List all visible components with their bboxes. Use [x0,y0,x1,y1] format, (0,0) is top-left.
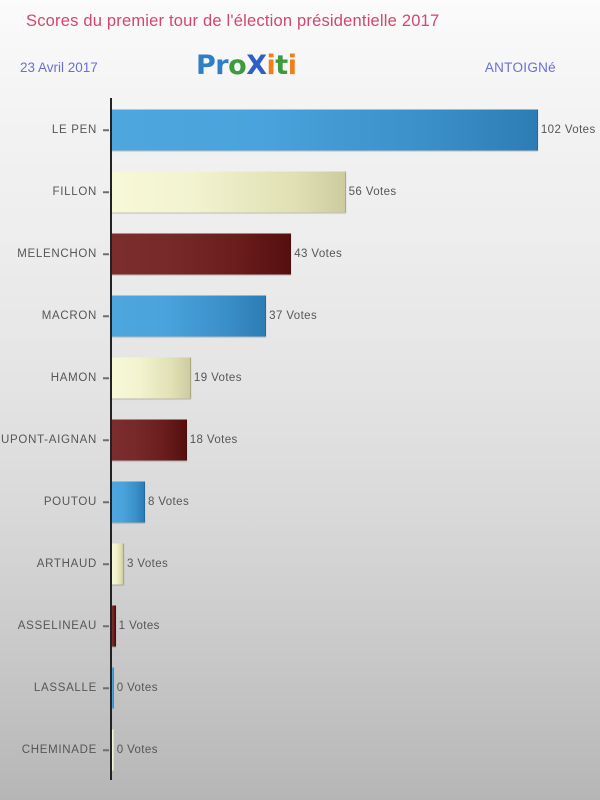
bar[interactable] [111,171,346,213]
axis-tick [103,563,109,565]
bar-fill [111,357,191,399]
category-label: MELENCHON [17,248,97,260]
logo-letter-3: X [246,50,267,81]
axis-tick [103,625,109,627]
bar-row: MACRON 37 Votes [0,285,600,347]
category-label: ASSELINEAU [17,620,97,632]
category-label: HAMON [50,372,97,384]
bar-row: LE PEN 102 Votes [0,99,600,161]
bar[interactable] [111,481,145,523]
bar-row: ARTHAUD 3 Votes [0,533,600,595]
logo-letter-2: o [228,50,247,81]
bar[interactable] [111,233,292,275]
bar[interactable] [111,543,125,585]
bar-row: DUPONT-AIGNAN 18 Votes [0,409,600,471]
category-label: MACRON [41,310,97,322]
axis-tick [103,253,109,255]
value-label: 0 Votes [116,682,158,694]
bar-fill [111,729,114,771]
bar-row: CHEMINADE 0 Votes [0,719,600,781]
bar-row: LASSALLE 0 Votes [0,657,600,719]
bar[interactable] [111,419,187,461]
logo-letter-1: r [215,50,229,81]
proxiti-logo[interactable]: ProXiti [196,50,297,81]
bar-fill [111,543,125,585]
logo-letter-4: i [266,50,276,81]
axis-tick [103,315,109,317]
axis-tick [103,501,109,503]
bar-fill [111,667,114,709]
bar-row: MELENCHON 43 Votes [0,223,600,285]
bar-chart: LE PEN 102 Votes FILLON 56 Votes MELENCHON 43… [0,96,600,786]
axis-tick [103,129,109,131]
bar-row: HAMON 19 Votes [0,347,600,409]
value-label: 3 Votes [127,558,169,570]
category-label: ARTHAUD [36,558,97,570]
axis-tick [103,749,109,751]
axis-tick [103,687,109,689]
value-label: 8 Votes [147,496,190,508]
bar[interactable] [111,109,538,151]
value-label: 37 Votes [269,310,318,322]
value-label: 1 Votes [118,620,160,632]
bar[interactable] [111,729,114,771]
page-title: Scores du premier tour de l'élection pré… [26,12,440,30]
logo-letter-6: i [287,50,297,81]
value-label: 19 Votes [193,372,242,384]
value-label: 0 Votes [116,744,158,756]
category-label: FILLON [52,186,97,198]
value-label: 43 Votes [294,248,343,260]
bar[interactable] [111,295,267,337]
bar-row: POUTOU 8 Votes [0,471,600,533]
bar-fill [111,481,145,523]
bar[interactable] [111,667,114,709]
bar-row: ASSELINEAU 1 Votes [0,595,600,657]
bar[interactable] [111,605,116,647]
category-label: LASSALLE [33,682,97,694]
election-date: 23 Avril 2017 [20,60,98,75]
bar[interactable] [111,357,191,399]
axis-tick [103,439,109,441]
bar-fill [111,419,187,461]
category-label: POUTOU [43,496,97,508]
category-label: DUPONT-AIGNAN [0,434,97,446]
bar-row: FILLON 56 Votes [0,161,600,223]
logo-letter-0: P [196,50,216,81]
value-label: 102 Votes [540,124,596,136]
axis-tick [103,377,109,379]
value-label: 56 Votes [348,186,397,198]
axis-tick [103,191,109,193]
bar-fill [111,109,538,151]
commune-name: ANTOIGNé [484,60,556,75]
bar-fill [111,233,292,275]
bar-fill [111,605,116,647]
logo-letter-5: t [275,50,288,81]
category-label: LE PEN [51,124,97,136]
y-axis-line [110,98,112,780]
bar-fill [111,295,267,337]
bar-fill [111,171,346,213]
category-label: CHEMINADE [21,744,97,756]
value-label: 18 Votes [189,434,238,446]
